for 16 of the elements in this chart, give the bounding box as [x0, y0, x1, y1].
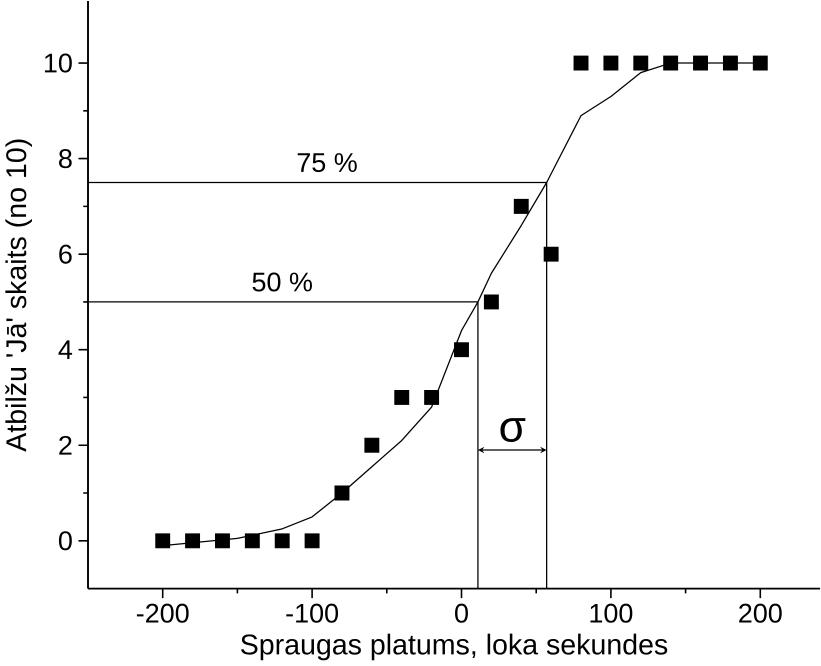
y-axis-title: Atbilžu 'Jā' skaits (no 10): [5, 140, 32, 452]
x-tick-label: -100: [286, 604, 338, 623]
x-tick-label: -200: [136, 604, 189, 623]
y-tick-label: 10: [44, 54, 72, 73]
annotation: σ: [500, 418, 526, 442]
y-tick-label: 4: [58, 340, 72, 360]
annotation: 50 %: [252, 272, 312, 292]
x-axis-title: Spraugas platums, loka sekundes: [241, 634, 668, 660]
annotation: 75 %: [298, 153, 357, 172]
y-tick-label: 2: [59, 436, 72, 455]
x-tick-label: 200: [739, 604, 782, 623]
x-tick-label: 100: [590, 604, 632, 623]
y-tick-label: 0: [58, 531, 72, 551]
x-tick-label: 0: [455, 604, 468, 623]
y-tick-label: 6: [59, 244, 72, 264]
y-tick-label: 8: [59, 149, 72, 168]
